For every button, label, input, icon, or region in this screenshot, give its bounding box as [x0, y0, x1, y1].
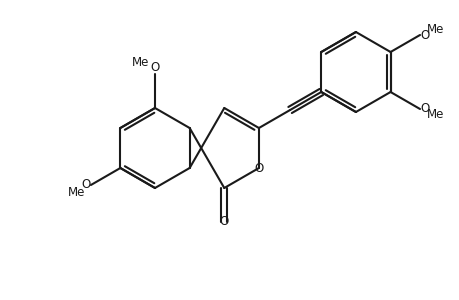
- Text: Me: Me: [68, 187, 85, 200]
- Text: Me: Me: [132, 56, 149, 68]
- Text: Me: Me: [425, 22, 443, 35]
- Text: O: O: [219, 215, 229, 229]
- Text: O: O: [254, 161, 263, 175]
- Text: Me: Me: [425, 109, 443, 122]
- Text: O: O: [419, 103, 428, 116]
- Text: O: O: [82, 178, 91, 191]
- Text: O: O: [419, 28, 428, 41]
- Text: O: O: [150, 61, 159, 74]
